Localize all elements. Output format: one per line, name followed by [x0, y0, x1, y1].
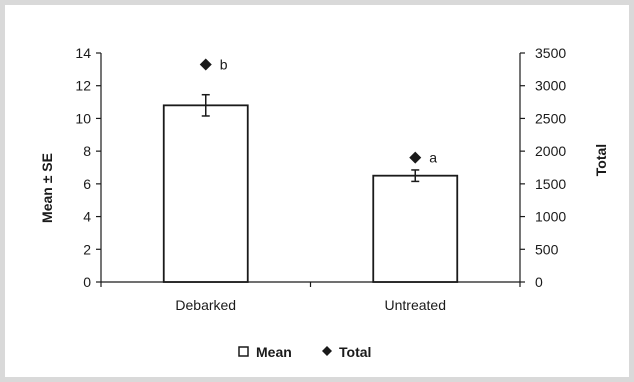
y-tick-label: 12 — [75, 78, 91, 94]
y2-tick-label: 3000 — [535, 78, 566, 94]
y2-axis-title: Total — [593, 144, 609, 176]
significance-label: b — [220, 56, 228, 72]
y-tick-label: 10 — [75, 110, 91, 126]
x-category-label: Debarked — [175, 297, 236, 313]
y2-tick-label: 3500 — [535, 45, 566, 61]
y-tick-label: 6 — [83, 176, 91, 192]
total-marker — [409, 151, 422, 164]
legend-total-swatch — [322, 346, 332, 356]
y2-tick-label: 1000 — [535, 209, 566, 225]
legend: Mean Total — [238, 344, 371, 360]
y2-tick-label: 1500 — [535, 176, 566, 192]
axes — [96, 52, 525, 287]
y2-tick-label: 500 — [535, 241, 559, 257]
y-tick-label: 4 — [83, 209, 91, 225]
y2-tick-label: 0 — [535, 274, 543, 290]
y-tick-label: 8 — [83, 143, 91, 159]
mean-bar — [372, 174, 459, 283]
y-tick-label: 0 — [83, 274, 91, 290]
y2-tick-label: 2000 — [535, 143, 566, 159]
y-tick-label: 14 — [75, 45, 91, 61]
tick-labels: 0 2 4 6 8 10 12 14 0 500 1000 1500 2000 2500 3000 3500 D… — [75, 45, 566, 313]
y2-tick-label: 2500 — [535, 110, 566, 126]
legend-mean-swatch — [238, 346, 249, 357]
legend-mean-label: Mean — [256, 344, 292, 360]
mean-bar — [162, 104, 249, 283]
x-category-label: Untreated — [385, 297, 446, 313]
bars — [162, 93, 459, 283]
total-marker — [199, 58, 212, 71]
significance-label: a — [429, 150, 437, 166]
total-markers: ba — [199, 56, 437, 166]
y-tick-label: 2 — [83, 241, 91, 257]
y-axis-title: Mean ± SE — [39, 153, 55, 223]
legend-total-label: Total — [339, 344, 371, 360]
